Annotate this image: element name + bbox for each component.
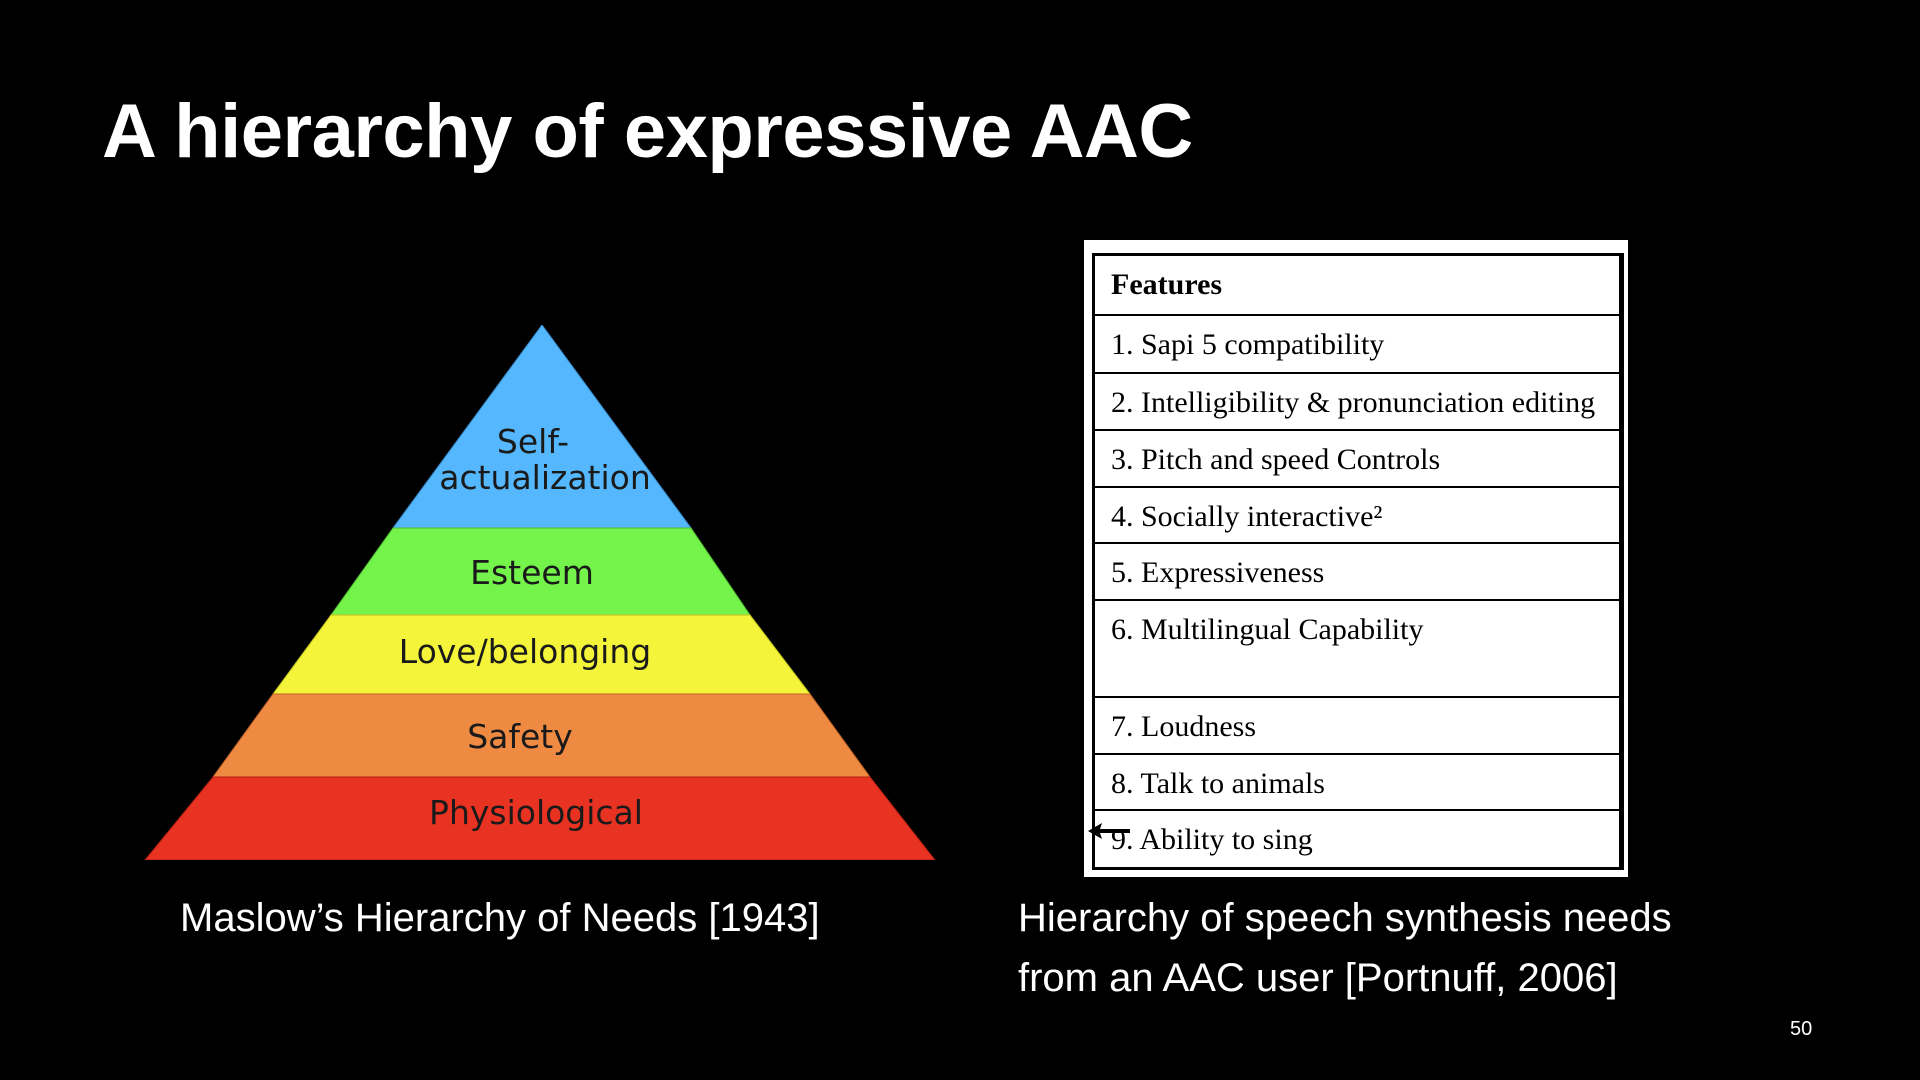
table-row-text: 6. Multilingual Capability [1111, 613, 1424, 646]
maslow-caption: Maslow’s Hierarchy of Needs [1943] [180, 896, 820, 940]
table-row: 4. Socially interactive² [1095, 488, 1619, 544]
speech-synthesis-caption: Hierarchy of speech synthesis needs from… [1018, 888, 1778, 1008]
table-row: 2. Intelligibility & pronunciation editi… [1095, 374, 1619, 431]
maslow-pyramid: Self- actualization Esteem Love/belongin… [145, 325, 935, 860]
table-row-text: 1. Sapi 5 compatibility [1111, 328, 1385, 361]
speech-caption-line2: from an AAC user [Portnuff, 2006] [1018, 956, 1618, 1000]
features-table-image: Features 1. Sapi 5 compatibility 2. Inte… [1084, 240, 1628, 877]
table-row-text: 3. Pitch and speed Controls [1111, 443, 1441, 476]
pyramid-label-esteem: Esteem [470, 553, 594, 592]
table-row: 5. Expressiveness [1095, 544, 1619, 601]
features-table: Features 1. Sapi 5 compatibility 2. Inte… [1092, 253, 1622, 870]
table-header: Features [1095, 256, 1619, 316]
table-row: 6. Multilingual Capability [1095, 601, 1619, 698]
pyramid-label-self: Self- [497, 422, 569, 461]
table-row: 9. Ability to sing [1095, 811, 1619, 870]
speech-caption-line1: Hierarchy of speech synthesis needs [1018, 896, 1672, 940]
page-number: 50 [1790, 1018, 1813, 1040]
table-row: 3. Pitch and speed Controls [1095, 431, 1619, 488]
pyramid-label-love-belonging: Love/belonging [399, 632, 651, 671]
table-row-text: 2. Intelligibility & pronunciation editi… [1111, 386, 1596, 419]
pyramid-label-actualization: actualization [439, 458, 651, 497]
pyramid-label-physiological: Physiological [429, 793, 643, 832]
pyramid-level-physiological [145, 776, 935, 860]
table-row-text: 9. Ability to sing [1111, 823, 1313, 856]
table-row: 8. Talk to animals [1095, 755, 1619, 811]
pointer-arrow-icon [1088, 823, 1130, 839]
table-row: 1. Sapi 5 compatibility [1095, 316, 1619, 374]
table-row-text: 7. Loudness [1111, 710, 1256, 743]
slide-title: A hierarchy of expressive AAC [102, 89, 1193, 174]
pyramid-label-safety: Safety [467, 717, 573, 756]
table-right-border [1620, 253, 1624, 870]
table-row-text: 4. Socially interactive² [1111, 500, 1383, 533]
table-row-text: 8. Talk to animals [1111, 767, 1325, 800]
table-row-text: 5. Expressiveness [1111, 556, 1325, 589]
table-header-label: Features [1111, 268, 1223, 301]
table-row: 7. Loudness [1095, 698, 1619, 755]
